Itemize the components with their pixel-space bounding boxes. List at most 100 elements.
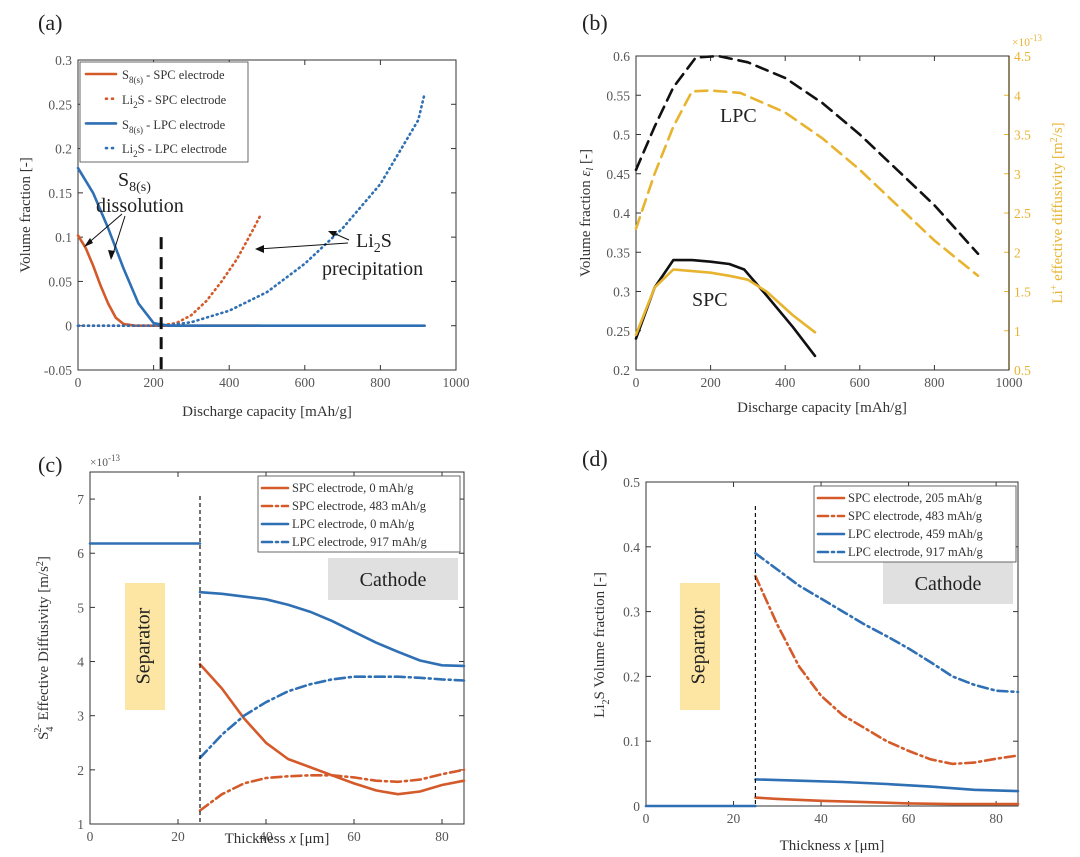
panel-a-legend-keys <box>84 72 118 150</box>
annot-arrowhead-4 <box>328 231 337 237</box>
x-tick-label: 40 <box>259 829 273 844</box>
annot-arrow-2 <box>111 215 126 258</box>
y-tick-label: 0.25 <box>606 324 630 339</box>
panel-d-cathode-box <box>883 562 1013 604</box>
x-tick-label: 0 <box>87 829 94 844</box>
y-right-tick-label: 2.5 <box>1014 206 1031 221</box>
x-tick-label: 0 <box>75 375 82 390</box>
y-right-tick-label: 3 <box>1014 167 1021 182</box>
y-right-tick-label: 0.5 <box>1014 363 1031 378</box>
panel-c-separator-box <box>125 583 165 710</box>
y-tick-label: 0.2 <box>613 363 630 378</box>
panel-d-ticks: 0 20 40 60 80 0 0.1 0.2 0.3 0.4 0.5 <box>623 475 1018 826</box>
x-tick-label: 40 <box>814 811 828 826</box>
x-tick-label: 400 <box>775 375 796 390</box>
y-right-tick-label: 3.5 <box>1014 128 1031 143</box>
y-tick-label: 0.25 <box>48 97 72 112</box>
series-a-1 <box>76 234 261 328</box>
y-tick-label: 0.2 <box>55 142 72 157</box>
y-tick-label: 0.4 <box>623 540 640 555</box>
annot-arrow-3 <box>257 242 349 250</box>
x-tick-label: 60 <box>347 829 361 844</box>
annot-dissolution: dissolution <box>96 195 184 217</box>
y-tick-label: 0.5 <box>623 475 640 490</box>
legend-d-1: SPC electrode, 205 mAh/g <box>848 491 983 505</box>
series-c-4 <box>198 590 466 668</box>
legend-d-3: LPC electrode, 459 mAh/g <box>848 527 983 541</box>
series-d-5 <box>754 551 1020 694</box>
y-tick-label: 0.4 <box>613 206 630 221</box>
panel-c-ylabel: S42- Effective Diffusivity [m/s2] <box>33 556 56 740</box>
panel-d-legend-box <box>813 485 1017 563</box>
panel-a-legend: S8(s) - SPC electrode Li2S - SPC electro… <box>79 61 249 163</box>
y-right-tick-label: 1 <box>1014 324 1021 339</box>
y-tick-label: 0.05 <box>48 274 72 289</box>
panel-b-ticks: 0 200 400 600 800 1000 0.2 0.25 0.3 0.35 0.4 0.45 0.… <box>606 49 1031 390</box>
panel-a-xlabel: Discharge capacity [mAh/g] <box>182 404 352 420</box>
annot-arrowhead-3 <box>255 245 264 253</box>
panel-d-xlabel: Thickness x [μm] <box>780 838 885 854</box>
y-right-tick-label: 4 <box>1014 88 1021 103</box>
series-b-2 <box>634 89 980 278</box>
x-tick-label: 800 <box>370 375 391 390</box>
panel-c-cathode-box <box>328 558 458 600</box>
y-tick-label: -0.05 <box>44 363 72 378</box>
x-tick-label: 1000 <box>443 375 470 390</box>
panel-a-label: (a) <box>38 10 62 35</box>
series-d-4 <box>754 778 1020 793</box>
y-tick-label: 0.5 <box>613 128 630 143</box>
panel-c-label: (c) <box>38 452 62 477</box>
series-b-3 <box>634 258 817 358</box>
y-tick-label: 0.45 <box>606 167 630 182</box>
y-tick-label: 1 <box>77 817 84 832</box>
x-tick-label: 800 <box>924 375 945 390</box>
x-tick-label: 0 <box>643 811 650 826</box>
panel-a-ylabel: Volume fraction [-] <box>18 157 34 273</box>
panel-d-cathode-label: Cathode <box>915 573 982 595</box>
y-tick-label: 0.3 <box>55 53 72 68</box>
panel-d-separator-box <box>680 583 720 710</box>
y-tick-label: 0 <box>65 319 72 334</box>
y-tick-label: 0.1 <box>623 734 640 749</box>
y-right-tick-label: 2 <box>1014 245 1021 260</box>
series-a-3 <box>76 166 426 328</box>
panel-b-frame <box>635 55 1010 371</box>
panel-b-ylabel: Volume fraction εl [-] <box>578 149 596 277</box>
panel-b: (b) 0 200 400 600 800 1000 0.2 0.25 0.3 0.35 0.4 0.… <box>578 10 1066 416</box>
y-tick-label: 0.6 <box>613 49 630 64</box>
panel-b-multiplier: ×10-13 <box>1012 33 1042 49</box>
series-a-4 <box>76 92 426 328</box>
legend-a-1: S8(s) - SPC electrode <box>122 68 225 85</box>
panel-a-frame <box>77 59 457 371</box>
x-tick-label: 20 <box>171 829 185 844</box>
panel-b-series <box>634 54 980 358</box>
panel-b-spc-label: SPC <box>692 289 728 311</box>
legend-c-1: SPC electrode, 0 mAh/g <box>292 481 414 495</box>
x-tick-label: 200 <box>143 375 164 390</box>
panel-c-legend-keys <box>260 486 290 544</box>
annot-precipitation: precipitation <box>322 258 423 280</box>
series-b-1 <box>634 54 980 256</box>
panel-d-separator-label: Separator <box>688 607 710 684</box>
legend-d-4: LPC electrode, 917 mAh/g <box>848 545 983 559</box>
annot-li2s: Li2S <box>356 230 392 256</box>
x-tick-label: 80 <box>989 811 1003 826</box>
panel-c-legend-box <box>257 475 461 553</box>
y-tick-label: 0.15 <box>48 186 72 201</box>
panel-a-series <box>76 92 426 328</box>
legend-a-3: S8(s) - LPC electrode <box>122 118 226 135</box>
y-tick-label: 0 <box>633 799 640 814</box>
legend-d-2: SPC electrode, 483 mAh/g <box>848 509 983 523</box>
y-tick-label: 3 <box>77 709 84 724</box>
annot-arrowhead-2 <box>108 250 115 260</box>
y-tick-label: 0.55 <box>606 88 630 103</box>
panel-c: (c) 0 20 40 60 80 1 2 3 4 5 6 7 Separator Cathode ×… <box>33 452 466 847</box>
panel-b-lpc-label: LPC <box>720 105 757 127</box>
y-tick-label: 0.3 <box>623 605 640 620</box>
series-d-2 <box>754 796 1020 806</box>
panel-b-label: (b) <box>582 10 608 35</box>
panel-c-cathode-label: Cathode <box>360 569 427 591</box>
panel-d-frame <box>645 481 1019 807</box>
panel-d-ylabel: Li2S Volume fraction [-] <box>592 572 612 718</box>
